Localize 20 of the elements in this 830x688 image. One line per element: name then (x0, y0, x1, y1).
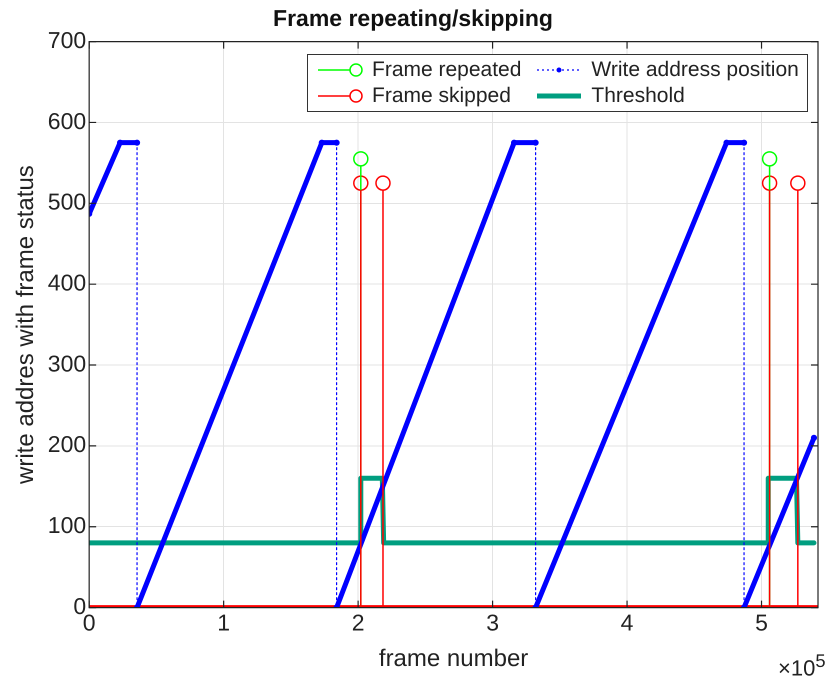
y-tick-label: 200 (48, 431, 86, 458)
text: ×10$^{5}$ (778, 650, 826, 681)
x-tick-label: 4 (620, 610, 634, 636)
legend-label: Threshold (591, 84, 685, 108)
x-axis-title: frame number (378, 645, 528, 672)
legend-label: Frame repeated (372, 58, 522, 82)
y-axis-title: write addres with frame status (12, 165, 40, 485)
y-tick-label: 300 (48, 350, 86, 376)
x-tick-label: 2 (352, 610, 365, 636)
y-tick-label: 600 (48, 108, 86, 134)
chart-title: Frame repeating/skipping (273, 5, 553, 32)
y-tick-label: 700 (48, 26, 86, 53)
y-tick-label: 100 (48, 512, 86, 538)
legend-label: Frame skipped (372, 84, 511, 108)
y-tick-label: 500 (48, 188, 86, 215)
x-tick-label: 3 (486, 610, 499, 636)
legend-label: Write address position (591, 58, 799, 82)
x-tick-label: 5 (755, 610, 768, 636)
y-tick-label: 400 (48, 270, 86, 296)
x-tick-label: 1 (217, 610, 230, 636)
